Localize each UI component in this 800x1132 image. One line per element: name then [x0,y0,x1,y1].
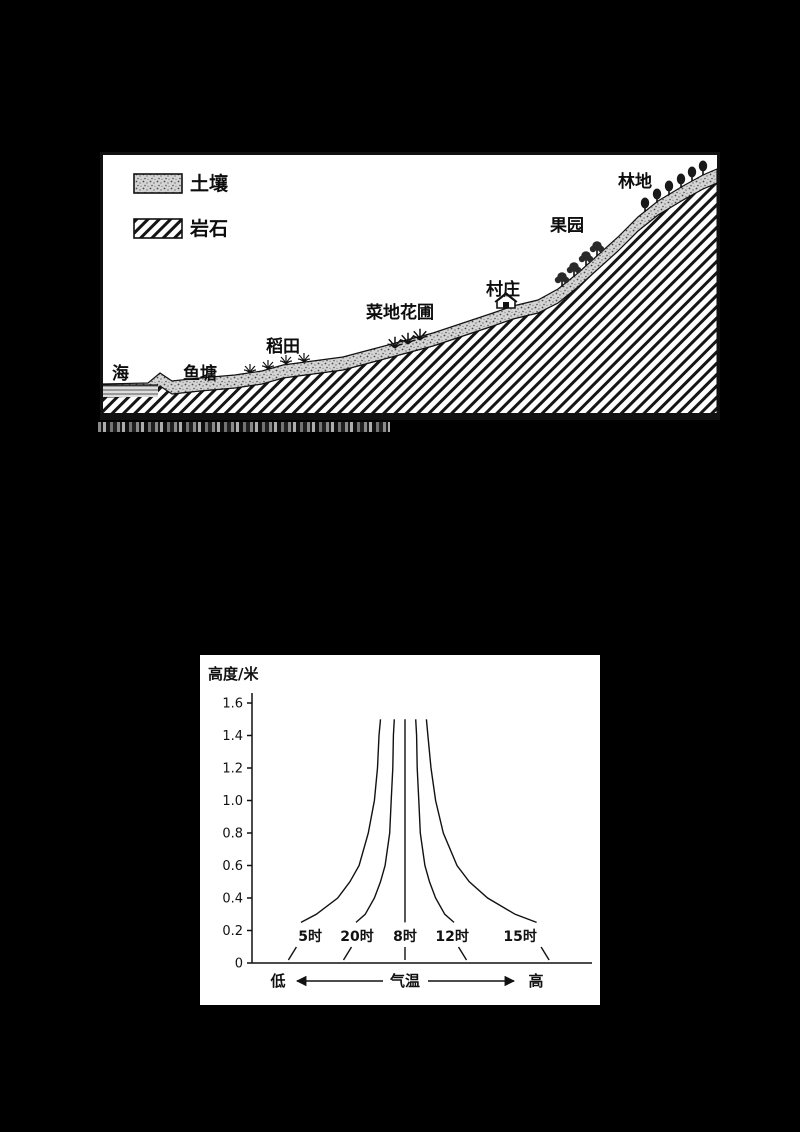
curve-continuation-dash [540,946,550,961]
legend-rock-swatch [133,218,183,239]
village-house-icon [494,291,518,309]
time-label: 5时 [298,928,322,945]
y-tick-label: 0.4 [222,892,243,907]
y-tick-label: 0.6 [222,859,243,874]
cropped-text-strip [98,422,390,432]
y-tick-label: 1.0 [222,794,243,809]
sea-water [103,385,158,397]
legend-soil-swatch [133,173,183,194]
y-tick-group: 0 0.2 0.4 0.6 0.8 1.0 1.2 1.4 1.6 [222,697,252,972]
x-axis-high-label: 高 [528,972,543,990]
profile-curve-5时 [300,719,382,924]
temperature-profile-chart-svg: 高度/米 0 0.2 0.4 0.6 0.8 1.0 1.2 1.4 1.6 5时 20时 8时 12… [208,665,592,990]
y-axis-title: 高度/米 [208,665,259,683]
x-axis-annotation: 低 气温 高 [269,972,543,990]
label-sea: 海 [112,363,129,384]
label-forest: 林地 [618,171,652,192]
label-fish-pond: 鱼塘 [183,363,217,384]
profile-curve-15时 [425,719,537,924]
legend: 土壤 岩石 [133,172,229,240]
profile-curve-20时 [355,719,395,923]
curves-group: 5时 20时 8时 12时 15时 [287,719,550,961]
label-village: 村庄 [486,279,520,300]
time-label: 8时 [393,928,417,945]
x-axis-low-label: 低 [269,972,285,990]
legend-rock-label: 岩石 [189,217,228,240]
label-rice-paddy: 稻田 [266,337,300,357]
time-label: 20时 [340,928,373,945]
time-label: 12时 [435,928,468,945]
curve-continuation-dash [457,946,468,961]
curve-continuation-dash [342,946,353,961]
y-tick-label: 0.8 [222,827,243,842]
y-tick-label: 0 [235,957,243,972]
curve-continuation-dash [287,946,297,961]
y-tick-label: 1.4 [222,729,243,744]
land-use-cross-section-svg: 土壤 岩石 海 鱼塘 稻田 菜地花圃 村庄 果园 林地 [100,152,720,420]
label-vegetable-flower-garden: 菜地花圃 [365,302,434,323]
time-label: 15时 [503,928,536,945]
land-use-cross-section-panel: 土壤 岩石 海 鱼塘 稻田 菜地花圃 村庄 果园 林地 [100,152,720,420]
legend-soil-label: 土壤 [190,172,229,195]
panel-border-bottom [100,413,720,420]
profile-curve-12时 [415,719,455,923]
y-tick-label: 1.2 [222,762,243,777]
temperature-profile-chart-panel: 高度/米 0 0.2 0.4 0.6 0.8 1.0 1.2 1.4 1.6 5时 20时 8时 12… [200,655,600,1005]
y-tick-label: 1.6 [222,697,243,712]
x-axis-center-label: 气温 [389,972,420,990]
y-tick-label: 0.2 [222,924,243,939]
label-orchard: 果园 [550,216,584,236]
